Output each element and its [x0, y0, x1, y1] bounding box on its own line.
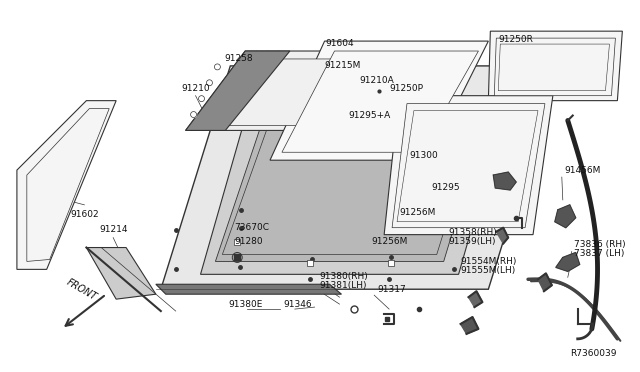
Polygon shape — [200, 101, 508, 274]
Polygon shape — [538, 273, 552, 291]
Text: FRONT: FRONT — [65, 276, 99, 302]
Text: 91554M(RH): 91554M(RH) — [461, 257, 517, 266]
Polygon shape — [156, 284, 342, 294]
Text: 91250R: 91250R — [499, 35, 534, 44]
Text: 91250P: 91250P — [389, 84, 423, 93]
Text: 91295: 91295 — [431, 183, 460, 192]
Text: 91214: 91214 — [99, 225, 127, 234]
Polygon shape — [270, 41, 488, 160]
Bar — [234, 238, 240, 244]
Circle shape — [207, 80, 212, 86]
Circle shape — [214, 64, 220, 70]
Text: 91359(LH): 91359(LH) — [449, 237, 496, 246]
Polygon shape — [488, 31, 622, 101]
Text: 91317: 91317 — [377, 285, 406, 294]
Text: 91380E: 91380E — [228, 299, 262, 309]
Polygon shape — [392, 104, 545, 228]
Polygon shape — [384, 96, 553, 235]
Polygon shape — [27, 109, 109, 262]
Polygon shape — [494, 38, 616, 96]
Polygon shape — [161, 66, 558, 289]
Bar — [307, 260, 313, 266]
Polygon shape — [556, 253, 580, 271]
Text: 91346: 91346 — [284, 299, 312, 309]
Text: 91210A: 91210A — [360, 76, 395, 85]
Text: 91358(RH): 91358(RH) — [449, 228, 497, 237]
Polygon shape — [493, 172, 516, 190]
Circle shape — [198, 96, 205, 102]
Polygon shape — [186, 51, 374, 131]
Text: 73670C: 73670C — [234, 223, 269, 232]
Polygon shape — [468, 291, 483, 307]
Text: 91280: 91280 — [234, 237, 263, 246]
Text: 73837 (LH): 73837 (LH) — [573, 249, 624, 258]
Polygon shape — [86, 247, 156, 299]
Text: 91295+A: 91295+A — [348, 111, 390, 120]
Bar — [388, 260, 394, 266]
Text: 91456M: 91456M — [564, 166, 601, 174]
Text: 73836 (RH): 73836 (RH) — [573, 240, 625, 249]
Text: 91258: 91258 — [224, 54, 253, 64]
Polygon shape — [282, 51, 479, 152]
Polygon shape — [17, 101, 116, 269]
Text: 91256M: 91256M — [371, 237, 408, 246]
Polygon shape — [186, 51, 290, 131]
Text: 91604: 91604 — [325, 39, 354, 48]
Text: 91210: 91210 — [181, 84, 210, 93]
Polygon shape — [196, 59, 367, 125]
Text: R7360039: R7360039 — [570, 349, 616, 358]
Text: 91300: 91300 — [410, 151, 438, 160]
Polygon shape — [461, 317, 479, 334]
Polygon shape — [496, 228, 508, 244]
Text: 91256M: 91256M — [399, 208, 435, 217]
Text: 91555M(LH): 91555M(LH) — [461, 266, 516, 275]
Polygon shape — [222, 121, 479, 254]
Circle shape — [191, 112, 196, 118]
Polygon shape — [216, 113, 488, 262]
Polygon shape — [397, 110, 538, 222]
Text: 91380(RH): 91380(RH) — [319, 272, 369, 281]
Polygon shape — [499, 44, 609, 91]
Polygon shape — [555, 205, 576, 228]
Text: 91602: 91602 — [70, 210, 99, 219]
Text: 91215M: 91215M — [324, 61, 361, 70]
Text: 91381(LH): 91381(LH) — [319, 281, 367, 290]
